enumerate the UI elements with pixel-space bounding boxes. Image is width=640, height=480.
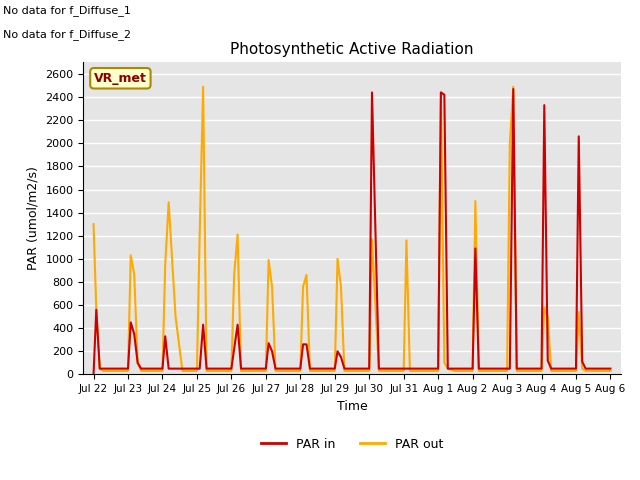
Y-axis label: PAR (umol/m2/s): PAR (umol/m2/s)	[27, 167, 40, 270]
Text: No data for f_Diffuse_2: No data for f_Diffuse_2	[3, 29, 131, 40]
Text: No data for f_Diffuse_1: No data for f_Diffuse_1	[3, 5, 131, 16]
Legend: PAR in, PAR out: PAR in, PAR out	[255, 432, 449, 456]
Text: VR_met: VR_met	[94, 72, 147, 85]
Title: Photosynthetic Active Radiation: Photosynthetic Active Radiation	[230, 42, 474, 57]
X-axis label: Time: Time	[337, 400, 367, 413]
